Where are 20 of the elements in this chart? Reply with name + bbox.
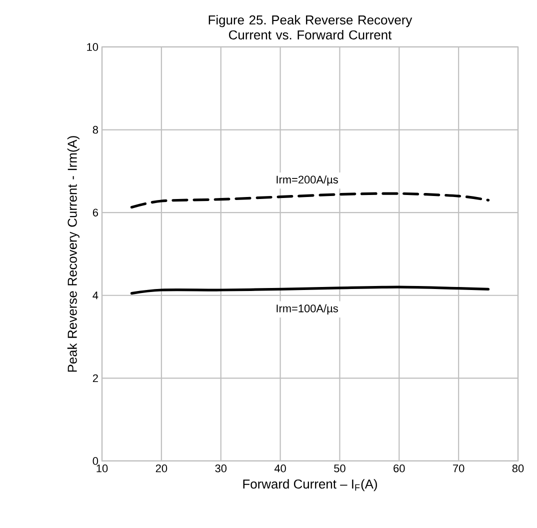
x-tick-label: 60 [394,464,405,472]
series-label: Irm=100A/µs [276,304,338,314]
x-tick-label: 40 [274,464,286,472]
y-tick-label: 2 [92,374,98,382]
y-tick-label: 4 [92,292,98,300]
y-tick-label: 6 [92,208,98,216]
x-tick-label: 20 [156,464,168,472]
x-tick-label: 50 [334,464,346,472]
y-tick-label: 8 [92,126,98,134]
x-tick-label: 30 [215,464,227,472]
y-axis-title: Peak Reverse Recovery Current - Irm(A) [67,136,80,372]
x-tick-label: 70 [453,464,464,472]
x-tick-label: 80 [512,464,524,472]
x-axis-title: Forward Current – I$_{F}$(A) [243,479,377,492]
series-label: Irm=200A/µs [276,175,338,186]
line-series [130,192,490,208]
y-tick-label: 0 [92,457,98,465]
chart-title: Figure 25. Peak Reverse Recovery Current vs. Forward Current [208,15,412,40]
line-series [130,286,490,295]
y-tick-label: 10 [87,43,98,51]
